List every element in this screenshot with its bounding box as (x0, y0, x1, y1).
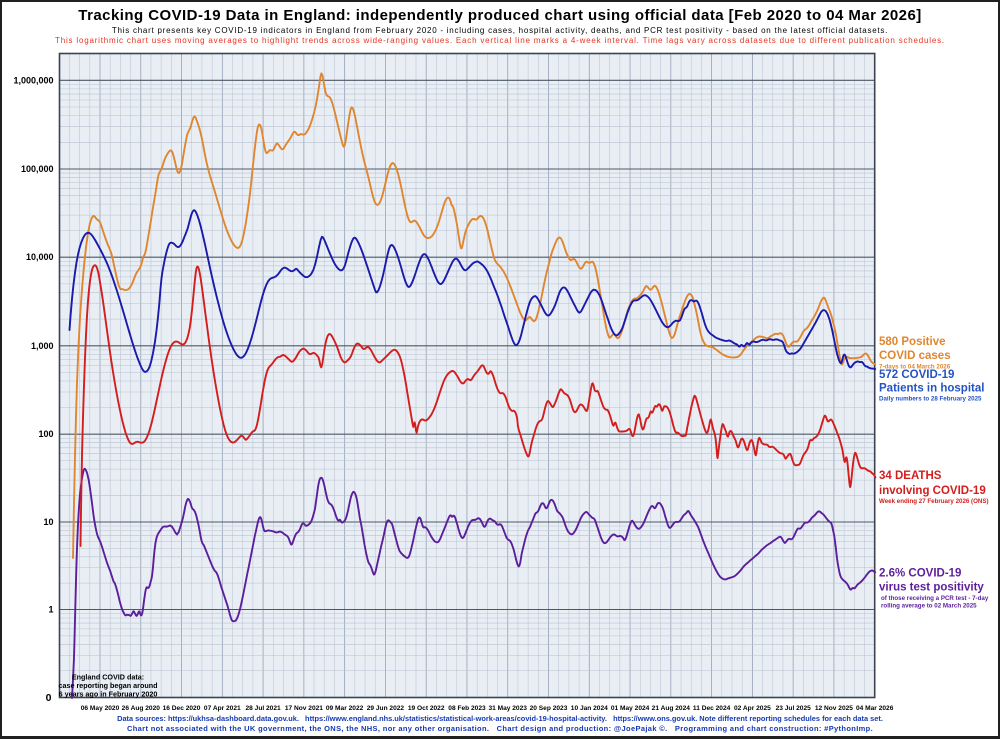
svg-text:07 Apr 2021: 07 Apr 2021 (204, 705, 241, 712)
svg-text:10 Jan 2024: 10 Jan 2024 (571, 705, 608, 712)
svg-text:572 COVID-19: 572 COVID-19 (879, 369, 954, 381)
svg-text:34 DEATHS: 34 DEATHS (879, 470, 942, 482)
svg-text:11 Dec 2024: 11 Dec 2024 (693, 705, 731, 712)
svg-text:23 Jul 2025: 23 Jul 2025 (776, 705, 812, 712)
svg-text:16 Dec 2020: 16 Dec 2020 (163, 705, 201, 712)
svg-text:580 Positive: 580 Positive (879, 336, 945, 348)
svg-text:involving COVID-19: involving COVID-19 (879, 485, 986, 497)
svg-text:17 Nov 2021: 17 Nov 2021 (285, 705, 323, 712)
svg-text:02 Apr 2025: 02 Apr 2025 (734, 705, 771, 712)
svg-text:10,000: 10,000 (26, 252, 54, 262)
svg-text:20 Sep 2023: 20 Sep 2023 (530, 705, 568, 712)
svg-text:01 May 2024: 01 May 2024 (611, 705, 650, 712)
svg-text:1: 1 (48, 605, 53, 615)
svg-text:06 May 2020: 06 May 2020 (81, 705, 120, 712)
svg-text:of those receiving a PCR test: of those receiving a PCR test - 7-day (881, 595, 989, 602)
svg-text:09 Mar 2022: 09 Mar 2022 (326, 705, 364, 712)
svg-text:virus test positivity: virus test positivity (879, 582, 984, 594)
svg-text:Daily numbers to 28 February 2: Daily numbers to 28 February 2025 (879, 396, 982, 403)
svg-text:6 years ago in February 2020: 6 years ago in February 2020 (59, 689, 158, 698)
svg-text:31 May 2023: 31 May 2023 (488, 705, 527, 712)
svg-text:08 Feb 2023: 08 Feb 2023 (448, 705, 486, 712)
svg-text:19 Oct 2022: 19 Oct 2022 (408, 705, 445, 712)
svg-text:Week ending 27 February 2026 (: Week ending 27 February 2026 (ONS) (879, 498, 989, 505)
svg-text:rolling average to 02 March 20: rolling average to 02 March 2025 (881, 603, 977, 610)
svg-text:1,000,000: 1,000,000 (13, 75, 53, 85)
svg-text:28 Jul 2021: 28 Jul 2021 (245, 705, 281, 712)
svg-text:1,000: 1,000 (31, 341, 54, 351)
svg-text:2.6% COVID-19: 2.6% COVID-19 (879, 568, 961, 580)
svg-text:04 Mar 2026: 04 Mar 2026 (856, 705, 894, 712)
svg-text:case reporting began around: case reporting began around (58, 681, 157, 690)
svg-text:100,000: 100,000 (21, 164, 54, 174)
svg-text:0: 0 (46, 692, 52, 704)
svg-text:26 Aug 2020: 26 Aug 2020 (122, 705, 161, 712)
svg-text:COVID cases: COVID cases (879, 350, 951, 362)
svg-text:7-days to 04 March 2026: 7-days to 04 March 2026 (879, 364, 951, 371)
svg-text:21 Aug 2024: 21 Aug 2024 (652, 705, 691, 712)
svg-text:Patients in hospital: Patients in hospital (879, 383, 984, 395)
svg-text:10: 10 (43, 517, 53, 527)
svg-text:England COVID data:: England COVID data: (72, 673, 144, 682)
svg-text:29 Jun 2022: 29 Jun 2022 (367, 705, 405, 712)
svg-text:100: 100 (38, 429, 53, 439)
svg-text:12 Nov 2025: 12 Nov 2025 (815, 705, 853, 712)
